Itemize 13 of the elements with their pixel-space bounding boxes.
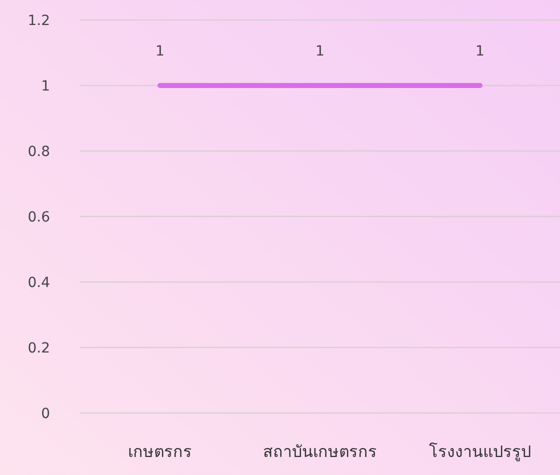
y-tick-label: 0.4 — [28, 275, 50, 291]
y-tick-label: 1 — [41, 78, 50, 94]
data-label: 1 — [156, 44, 164, 60]
data-label: 1 — [316, 44, 324, 60]
y-tick-label: 0.8 — [28, 144, 50, 160]
data-label: 1 — [476, 44, 484, 60]
x-tick-label: โรงงานแปรรูป — [429, 442, 531, 462]
y-tick-label: 0.2 — [28, 340, 50, 356]
y-tick-label: 0 — [41, 406, 50, 422]
x-tick-label: สถาบันเกษตรกร — [263, 442, 377, 461]
y-tick-label: 1.2 — [28, 13, 50, 29]
x-tick-label: เกษตรกร — [128, 442, 192, 461]
y-tick-label: 0.6 — [28, 210, 50, 226]
